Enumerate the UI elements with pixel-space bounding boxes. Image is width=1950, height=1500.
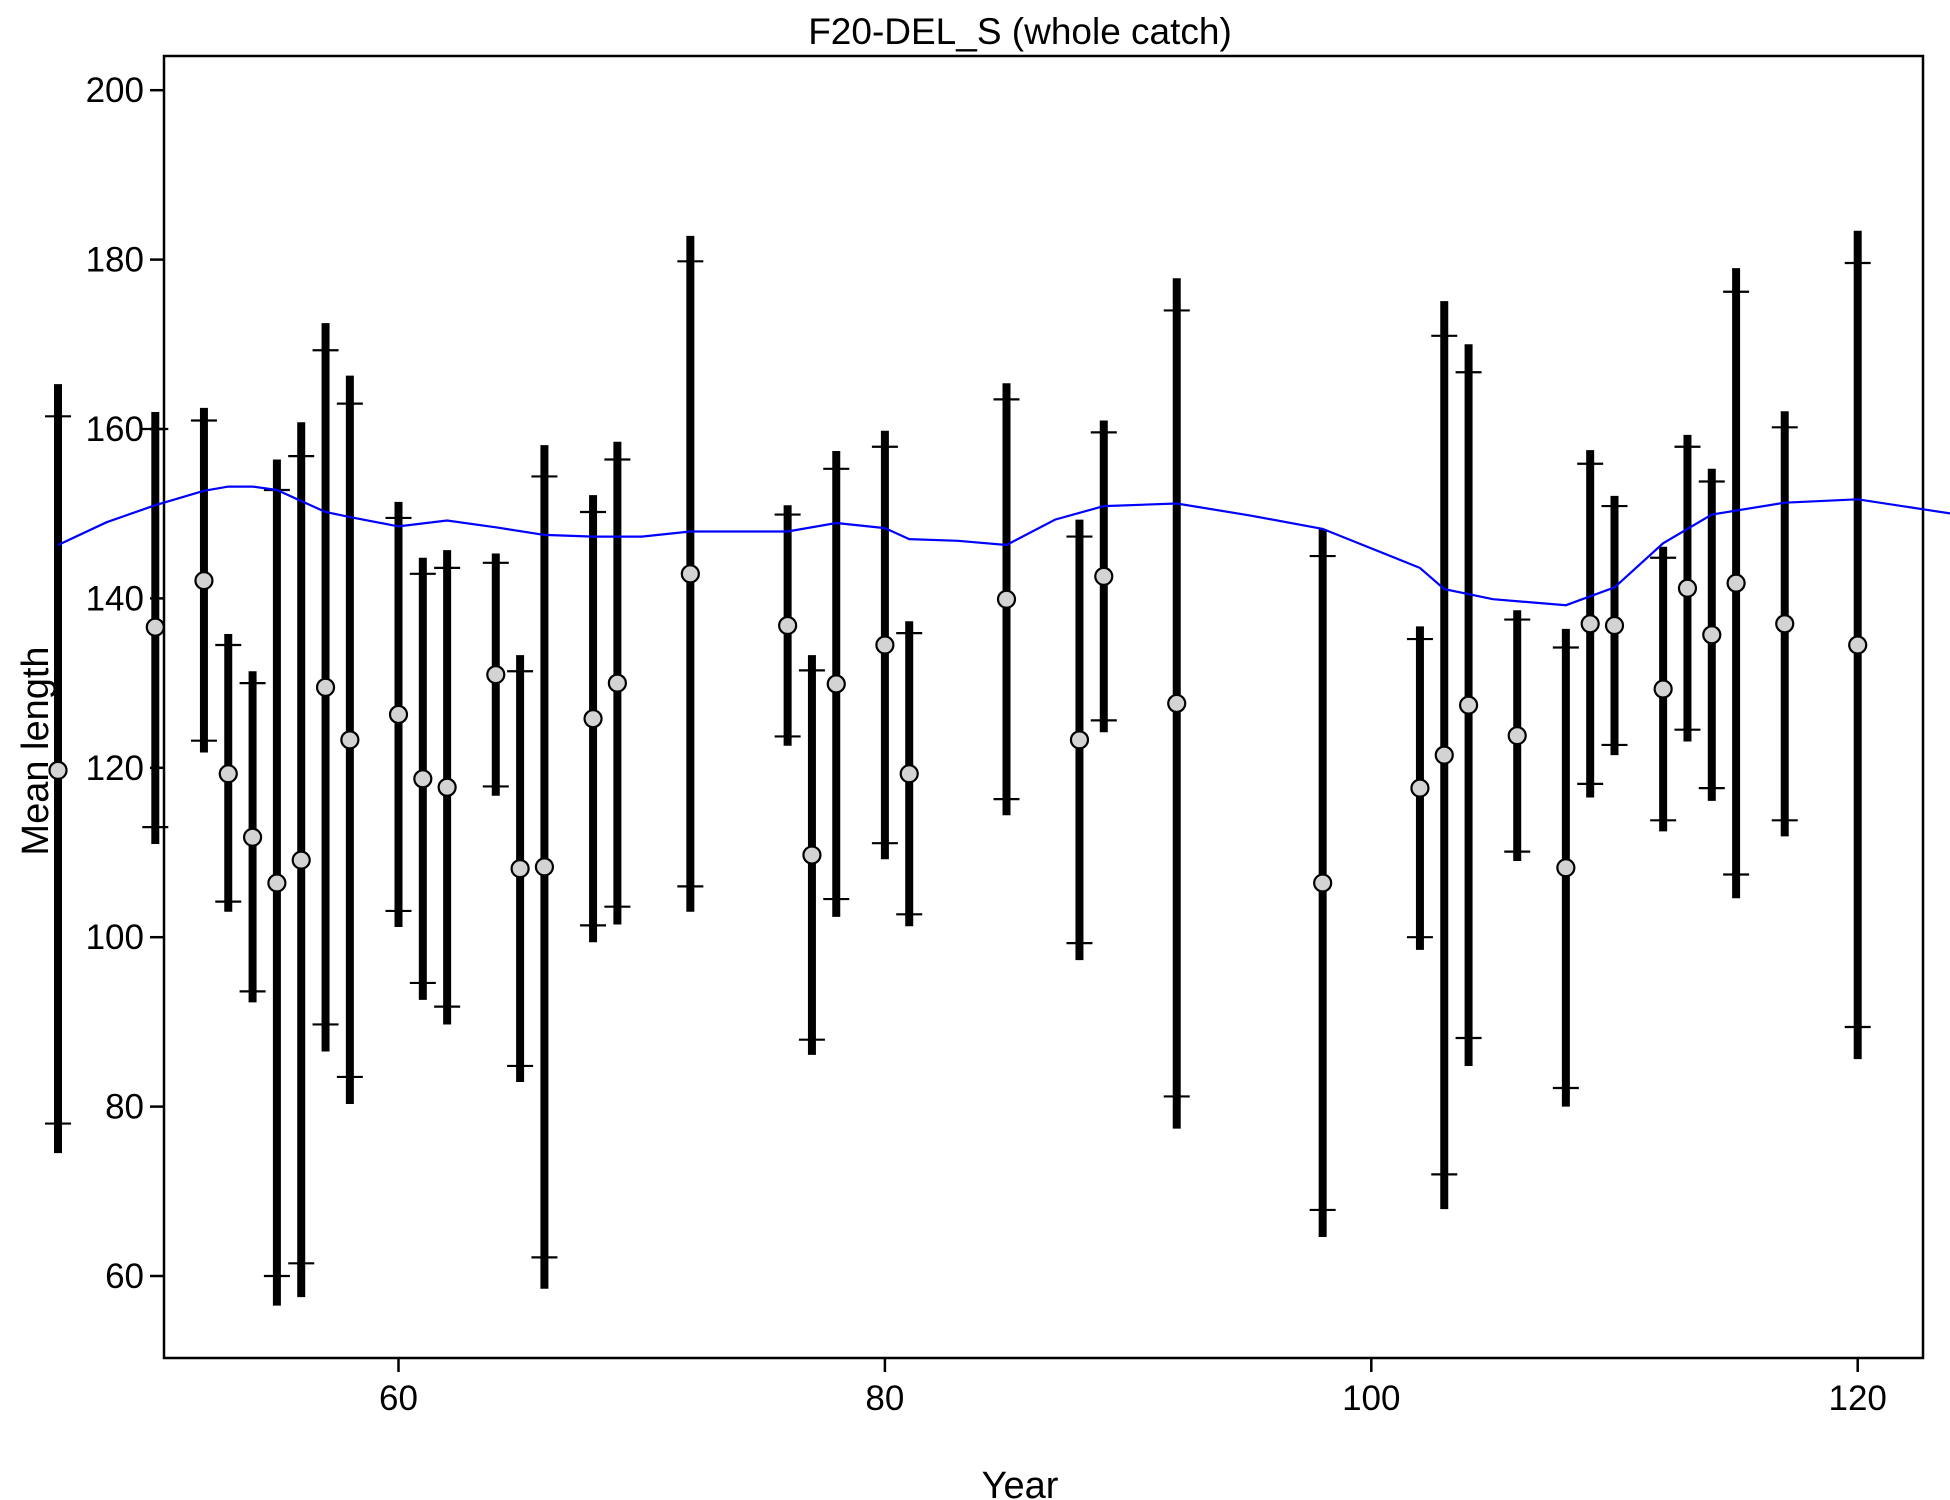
data-point [1848,635,1868,655]
data-point [1458,695,1479,715]
data-point [778,615,798,636]
data-point [534,857,555,877]
data-point [607,673,627,693]
chart-title: F20-DEL_S (whole catch) [808,11,1232,52]
data-point [1775,614,1795,634]
data-point [413,769,433,789]
x-tick-label: 100 [1342,1379,1400,1418]
y-tick-label: 100 [86,918,144,957]
data-point [486,665,506,685]
x-tick-label: 120 [1828,1379,1886,1418]
data-point [145,617,165,637]
x-axis-label: Year [982,1465,1059,1500]
y-axis: 60 80 100 120 140 160 180 200 [86,71,164,1296]
data-point [291,850,311,870]
data-point [1410,778,1430,798]
data-point [899,764,919,784]
y-tick-label: 80 [105,1088,144,1127]
x-tick-label: 80 [865,1379,904,1418]
data-point [583,709,603,729]
data-point [1556,858,1576,878]
data-point [826,674,846,694]
data-point [1580,614,1600,634]
data-point [1677,578,1698,598]
fit-line [57,485,1950,607]
y-tick-label: 120 [86,749,144,788]
data-points [48,564,1868,893]
data-point [1653,679,1673,699]
data-point [388,704,409,725]
data-point [1094,566,1114,586]
data-point [340,730,360,750]
data-point [996,589,1017,609]
y-axis-label: Mean length [15,646,57,855]
y-tick-label: 160 [86,410,144,449]
data-point [1726,573,1746,593]
data-point [218,764,238,784]
data-point [1313,873,1333,893]
data-point [194,571,214,591]
data-point [510,858,530,879]
data-point [802,845,822,865]
data-point [267,873,287,893]
data-point [680,564,700,584]
data-point [1604,615,1625,636]
data-point [1702,625,1722,645]
data-point [242,827,263,847]
plot-frame [162,54,1925,1360]
x-tick-label: 60 [379,1379,418,1418]
interval-bars [45,230,1871,1306]
data-point [1434,745,1454,765]
data-point [48,760,68,780]
y-tick-label: 180 [86,241,144,280]
data-point [875,635,895,655]
data-point [1507,726,1527,746]
data-point [437,777,457,797]
y-tick-label: 60 [105,1257,144,1296]
data-point [1167,693,1187,714]
data-point [1069,730,1090,750]
data-point [315,677,336,697]
y-tick-label: 140 [86,579,144,618]
y-tick-label: 200 [86,71,144,110]
